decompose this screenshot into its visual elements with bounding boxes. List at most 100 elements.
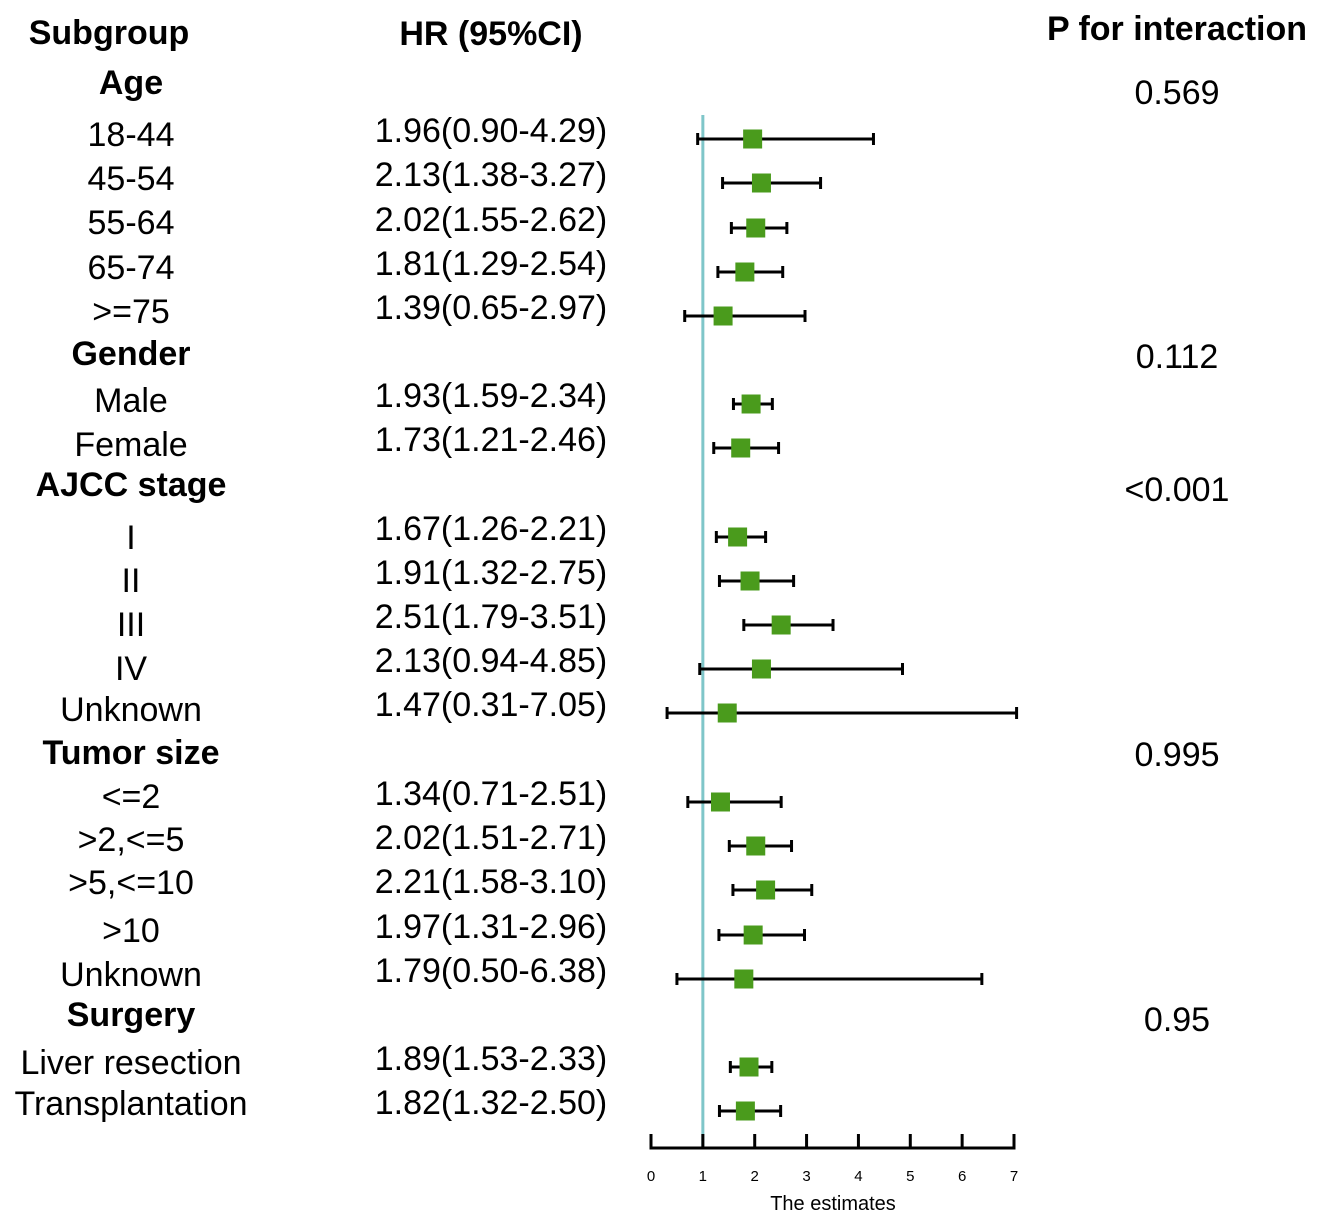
forest-row: Unknown 1.79(0.50-6.38): [60, 952, 984, 994]
hr-ci-text: 1.82(1.32-2.50): [375, 1084, 608, 1122]
p-interaction-value: 0.569: [1134, 74, 1219, 112]
group-label: Gender: [71, 335, 190, 373]
hr-ci-text: 2.21(1.58-3.10): [375, 863, 608, 901]
hr-ci-text: 1.79(0.50-6.38): [375, 952, 608, 990]
forest-row: >5,<=10 2.21(1.58-3.10): [68, 863, 814, 902]
row-label: 55-64: [88, 204, 175, 242]
hr-ci-text: 2.13(0.94-4.85): [375, 642, 608, 680]
row-label: Unknown: [60, 956, 202, 994]
estimate-marker: [746, 218, 766, 238]
forest-row: >2,<=5 2.02(1.51-2.71): [78, 819, 794, 859]
subgroup-block: Age 0.569 18-44 1.96(0.90-4.29) 45-54 2.13(1.…: [88, 64, 1220, 331]
row-label: 45-54: [88, 160, 175, 198]
hr-column-header: HR (95%CI): [399, 15, 582, 53]
forest-row: Unknown 1.47(0.31-7.05): [60, 686, 1019, 729]
forest-row: Transplantation 1.82(1.32-2.50): [14, 1084, 783, 1123]
row-label: IV: [115, 650, 147, 688]
hr-ci-text: 1.67(1.26-2.21): [375, 510, 608, 548]
subgroup-block: Tumor size 0.995 <=2 1.34(0.71-2.51) >2,<=5 2…: [43, 734, 1220, 994]
x-tick-label: 7: [1010, 1168, 1018, 1185]
x-tick-label: 0: [647, 1168, 655, 1185]
subgroup-block: AJCC stage <0.001 I 1.67(1.26-2.21) II 1.91(1…: [36, 466, 1230, 729]
plot-area: 0 1 2 3 4 5 6 7 Age 0.569 18-44 1.96(0.90-4.29) 45-5…: [14, 64, 1229, 1185]
p-interaction-value: 0.995: [1134, 736, 1219, 774]
estimate-marker: [731, 438, 751, 458]
forest-row: Liver resection 1.89(1.53-2.33): [20, 1040, 774, 1082]
estimate-marker: [739, 1057, 759, 1077]
forest-row: Female 1.73(1.21-2.46): [74, 421, 781, 464]
p-interaction-value: 0.112: [1136, 338, 1219, 376]
hr-ci-text: 1.93(1.59-2.34): [375, 377, 608, 415]
row-label: 18-44: [88, 116, 175, 154]
x-tick-label: 6: [958, 1168, 966, 1185]
row-label: Unknown: [60, 691, 202, 729]
estimate-marker: [746, 836, 766, 856]
hr-ci-text: 1.47(0.31-7.05): [375, 686, 608, 724]
hr-ci-text: 1.73(1.21-2.46): [375, 421, 608, 459]
forest-row: 18-44 1.96(0.90-4.29): [88, 112, 875, 154]
row-label: III: [117, 606, 145, 644]
hr-ci-text: 1.89(1.53-2.33): [375, 1040, 608, 1078]
x-axis-label: The estimates: [770, 1193, 896, 1215]
x-tick-label: 3: [802, 1168, 810, 1185]
p-interaction-value: <0.001: [1125, 471, 1230, 509]
row-label: Male: [94, 382, 168, 420]
group-label: Surgery: [67, 996, 196, 1034]
row-label: <=2: [102, 778, 161, 816]
subgroup-column-header: Subgroup: [29, 14, 190, 52]
estimate-marker: [771, 615, 791, 635]
forest-row: IV 2.13(0.94-4.85): [115, 642, 905, 688]
p-interaction-column-header: P for interaction: [1047, 10, 1307, 48]
hr-ci-text: 2.13(1.38-3.27): [375, 156, 608, 194]
hr-ci-text: 2.02(1.55-2.62): [375, 201, 608, 239]
estimate-marker: [735, 1101, 755, 1121]
estimate-marker: [741, 394, 761, 414]
row-label: Female: [74, 426, 187, 464]
forest-row: >10 1.97(1.31-2.96): [102, 908, 806, 950]
row-label: Liver resection: [20, 1044, 241, 1082]
p-interaction-value: 0.95: [1144, 1001, 1210, 1039]
row-label: >=75: [92, 293, 170, 331]
x-tick-label: 2: [751, 1168, 759, 1185]
hr-ci-text: 1.91(1.32-2.75): [375, 554, 608, 592]
estimate-marker: [743, 925, 763, 945]
hr-ci-text: 1.34(0.71-2.51): [375, 775, 608, 813]
forest-row: III 2.51(1.79-3.51): [117, 598, 835, 644]
row-label: I: [126, 519, 135, 557]
estimate-marker: [740, 571, 760, 591]
forest-row: 65-74 1.81(1.29-2.54): [88, 245, 785, 287]
hr-ci-text: 2.02(1.51-2.71): [375, 819, 608, 857]
row-label: >2,<=5: [78, 821, 185, 859]
estimate-marker: [710, 792, 730, 812]
x-tick-label: 5: [906, 1168, 914, 1185]
estimate-marker: [735, 262, 755, 282]
estimate-marker: [751, 659, 771, 679]
forest-row: I 1.67(1.26-2.21): [126, 510, 768, 557]
hr-ci-text: 1.81(1.29-2.54): [375, 245, 608, 283]
row-label: >5,<=10: [68, 864, 194, 902]
forest-row: Male 1.93(1.59-2.34): [94, 377, 774, 420]
subgroup-block: Surgery 0.95 Liver resection 1.89(1.53-2.33…: [14, 996, 1210, 1123]
estimate-marker: [756, 880, 776, 900]
hr-ci-text: 2.51(1.79-3.51): [375, 598, 608, 636]
hr-ci-text: 1.39(0.65-2.97): [375, 289, 608, 327]
forest-row: <=2 1.34(0.71-2.51): [102, 775, 783, 816]
row-label: Transplantation: [14, 1085, 247, 1123]
group-label: Tumor size: [43, 734, 220, 772]
row-label: 65-74: [88, 249, 175, 287]
estimate-marker: [717, 703, 737, 723]
estimate-marker: [734, 969, 754, 989]
hr-ci-text: 1.96(0.90-4.29): [375, 112, 608, 150]
row-label: II: [122, 562, 141, 600]
hr-ci-text: 1.97(1.31-2.96): [375, 908, 608, 946]
estimate-marker: [743, 129, 763, 149]
forest-row: 45-54 2.13(1.38-3.27): [88, 156, 823, 198]
estimate-marker: [713, 306, 733, 326]
group-label: AJCC stage: [36, 466, 227, 504]
forest-row: II 1.91(1.32-2.75): [122, 554, 796, 600]
x-tick-label: 1: [699, 1168, 707, 1185]
x-tick-label: 4: [854, 1168, 862, 1185]
group-label: Age: [99, 64, 163, 102]
estimate-marker: [751, 173, 771, 193]
